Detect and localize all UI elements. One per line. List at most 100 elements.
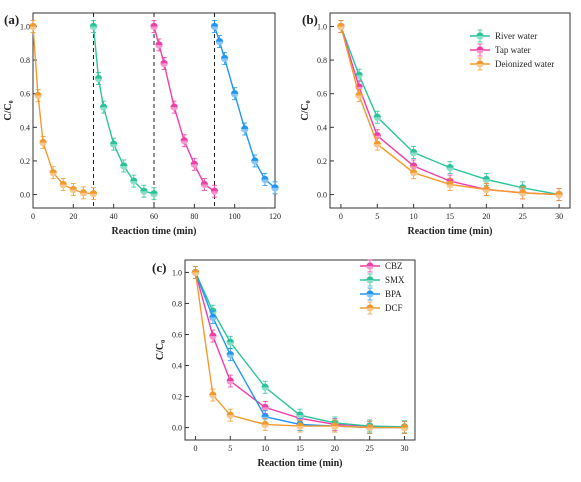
x-tick-label: 15 (446, 212, 454, 221)
data-point (150, 20, 158, 33)
y-axis-title: C/C₀ (155, 340, 166, 360)
data-point (39, 136, 47, 149)
legend-label: Deionized water (495, 59, 554, 69)
y-tick-label: 0.6 (317, 90, 327, 99)
data-point (210, 20, 219, 33)
y-tick-label: 0.2 (20, 157, 30, 166)
y-tick-label: 0.8 (172, 299, 182, 308)
x-tick-label: 30 (555, 212, 563, 221)
y-axis-title: C/C₀ (300, 100, 311, 120)
data-point (200, 178, 209, 191)
data-point (410, 146, 418, 159)
legend-item: BPA (360, 287, 402, 301)
y-tick-label: 0.2 (172, 393, 182, 402)
panel-b: 0 5 10 15 20 25 30 0.0 0.2 0.4 0.6 0.8 1.0 Reaction t… (300, 12, 571, 237)
data-point (261, 418, 269, 431)
data-point (59, 178, 67, 191)
y-tick-label: 0.8 (20, 56, 30, 65)
panel-label: (a) (4, 12, 19, 27)
y-tick-label: 0.8 (317, 56, 327, 65)
data-point (366, 421, 374, 434)
data-point (446, 161, 454, 175)
legend: CBZ SMX BPA DCF (360, 259, 405, 315)
y-tick-label: 0.4 (20, 123, 30, 132)
data-point (155, 38, 163, 52)
data-point (519, 186, 527, 200)
data-point (170, 100, 178, 114)
y-tick-label: 0.6 (172, 330, 182, 339)
data-point (296, 419, 304, 433)
data-point (220, 51, 229, 65)
data-point (180, 134, 188, 148)
series-line (213, 26, 276, 189)
data-point (337, 20, 345, 33)
data-point (482, 183, 490, 196)
series-deionized-water (337, 20, 563, 201)
data-point (446, 178, 454, 191)
data-point (190, 157, 198, 171)
legend-marker (366, 259, 374, 273)
legend-marker (476, 43, 484, 57)
x-tick-label: 100 (229, 212, 241, 221)
data-point (150, 187, 158, 201)
x-tick-label: 20 (331, 444, 339, 453)
legend-label: River water (495, 31, 537, 41)
data-point (49, 166, 57, 180)
data-point (215, 35, 224, 48)
data-point (231, 87, 239, 101)
x-tick-label: 25 (366, 444, 374, 453)
data-point (400, 421, 409, 434)
y-tick-label: 0.6 (20, 90, 30, 99)
y-tick-label: 0.0 (20, 191, 30, 200)
y-tick-label: 0.2 (317, 157, 327, 166)
data-point (69, 183, 77, 196)
data-point (271, 181, 279, 195)
data-point (34, 88, 42, 102)
x-axis-title: Reaction time (min) (258, 458, 343, 469)
x-axis-title: Reaction time (min) (112, 226, 197, 237)
data-point (140, 184, 148, 198)
data-point (226, 374, 234, 388)
legend-label: CBZ (385, 261, 403, 271)
y-tick-label: 0.4 (317, 123, 327, 132)
series-line (194, 272, 405, 429)
data-point (209, 329, 217, 343)
series-3 (150, 20, 219, 198)
data-point (210, 184, 219, 198)
data-point (261, 173, 269, 186)
x-tick-label: 0 (339, 212, 343, 221)
data-point (373, 137, 381, 151)
data-point (209, 311, 217, 324)
series-4 (210, 20, 279, 195)
data-point (226, 335, 234, 349)
data-point (226, 408, 234, 422)
legend-label: DCF (385, 303, 403, 313)
x-tick-label: 25 (519, 212, 527, 221)
y-axis-title: C/C₀ (3, 100, 14, 120)
series-line (194, 272, 405, 429)
x-tick-label: 10 (410, 212, 418, 221)
legend-item: Tap water (470, 43, 531, 57)
y-tick-label: 1.0 (20, 22, 30, 31)
data-point (110, 137, 118, 151)
data-point (130, 174, 138, 188)
x-tick-label: 60 (150, 212, 158, 221)
series-line (340, 26, 560, 196)
x-tick-label: 20 (482, 212, 490, 221)
legend-item: Deionized water (470, 57, 554, 71)
x-tick-label: 10 (261, 444, 269, 453)
legend-item: CBZ (360, 259, 403, 273)
panel-c: 0 5 10 15 20 25 30 0.0 0.2 0.4 0.6 0.8 1.0 Reaction t… (152, 259, 416, 469)
y-tick-label: 1.0 (317, 22, 327, 31)
x-tick-label: 20 (69, 212, 77, 221)
data-point (99, 100, 108, 114)
x-tick-label: 0 (193, 444, 197, 453)
legend-marker (476, 29, 484, 43)
series-line (194, 272, 405, 429)
panel-label: (b) (302, 12, 318, 27)
data-point (261, 380, 269, 394)
data-point (226, 348, 234, 362)
data-point (29, 20, 37, 33)
y-tick-label: 0.0 (317, 191, 327, 200)
